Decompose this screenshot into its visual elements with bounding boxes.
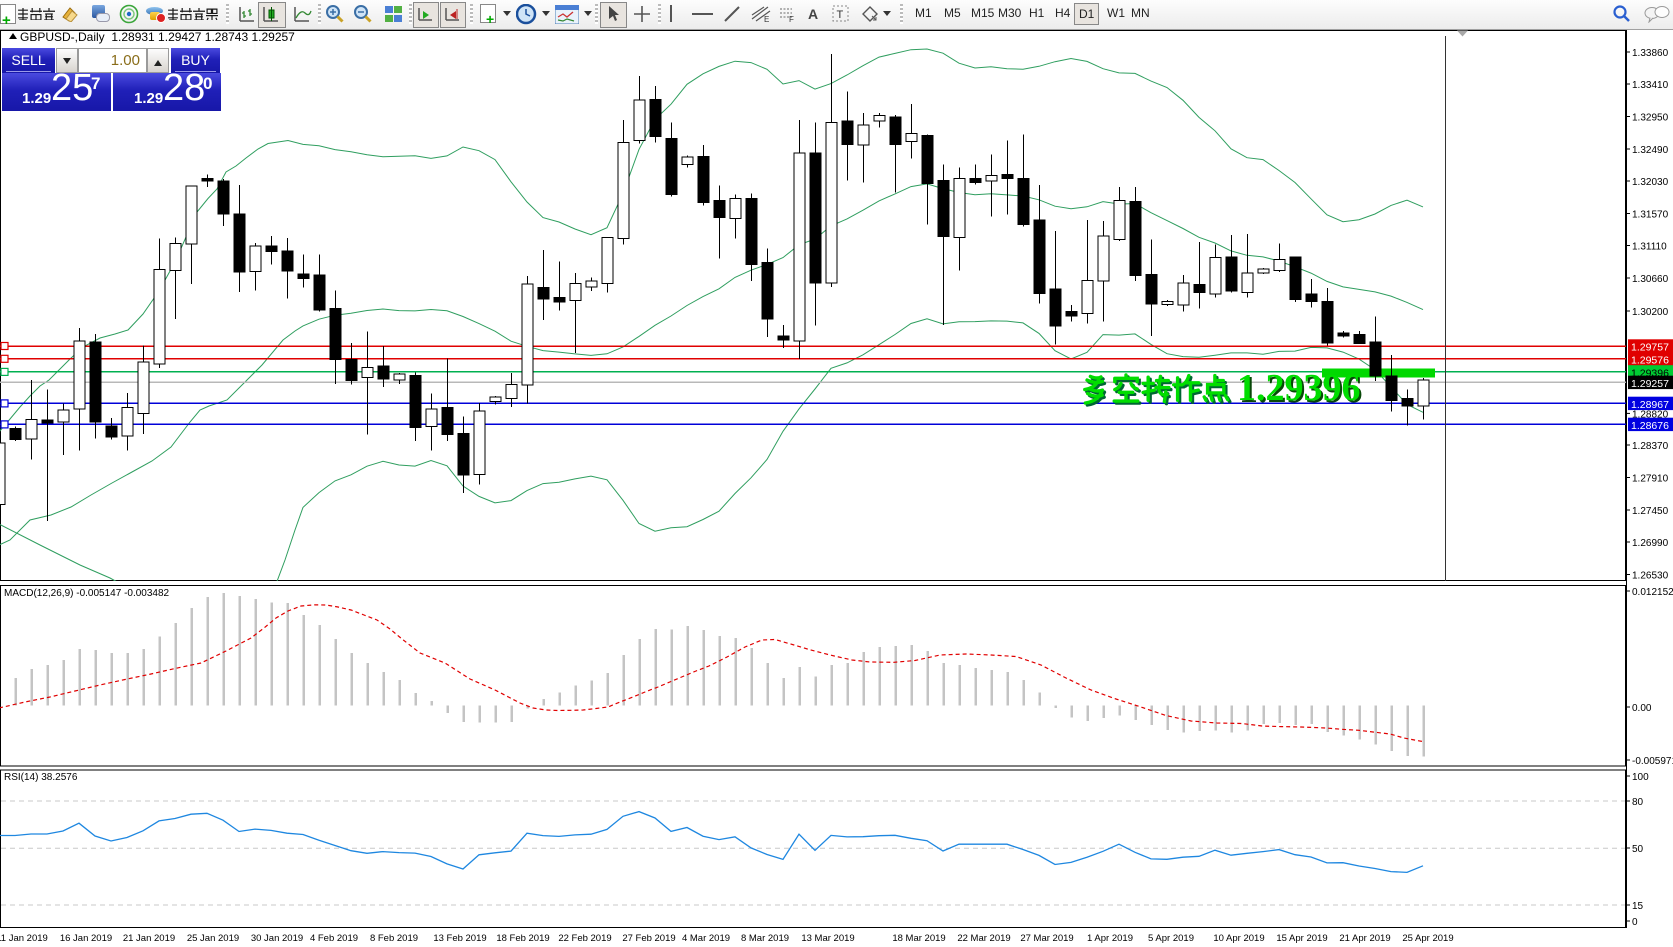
svg-text:1.28967: 1.28967 bbox=[1631, 399, 1669, 411]
svg-text:21 Apr 2019: 21 Apr 2019 bbox=[1339, 933, 1390, 944]
svg-text:27 Mar 2019: 27 Mar 2019 bbox=[1020, 933, 1073, 944]
svg-text:25 Jan 2019: 25 Jan 2019 bbox=[187, 933, 239, 944]
svg-text:0.00: 0.00 bbox=[1632, 703, 1652, 714]
svg-text:18 Mar 2019: 18 Mar 2019 bbox=[892, 933, 945, 944]
svg-text:18 Feb 2019: 18 Feb 2019 bbox=[496, 933, 549, 944]
svg-text:13 Mar 2019: 13 Mar 2019 bbox=[801, 933, 854, 944]
svg-text:1.33410: 1.33410 bbox=[1632, 80, 1669, 91]
svg-text:1.28676: 1.28676 bbox=[1631, 420, 1669, 432]
svg-text:1.31570: 1.31570 bbox=[1632, 210, 1669, 221]
svg-text:16 Jan 2019: 16 Jan 2019 bbox=[60, 933, 112, 944]
svg-text:1.29257: 1.29257 bbox=[1631, 378, 1669, 390]
svg-text:1.27450: 1.27450 bbox=[1632, 506, 1669, 517]
svg-text:GBPUSD-,Daily 1.28931 1.29427: GBPUSD-,Daily 1.28931 1.29427 1.28743 1.… bbox=[20, 30, 295, 44]
svg-text:-0.005971: -0.005971 bbox=[1632, 756, 1673, 767]
svg-text:1.33860: 1.33860 bbox=[1632, 48, 1669, 59]
svg-text:13 Feb 2019: 13 Feb 2019 bbox=[433, 933, 486, 944]
svg-text:RSI(14) 38.2576: RSI(14) 38.2576 bbox=[4, 772, 78, 783]
svg-text:10 Apr 2019: 10 Apr 2019 bbox=[1213, 933, 1264, 944]
svg-text:1.30660: 1.30660 bbox=[1632, 274, 1669, 285]
svg-text:50: 50 bbox=[1632, 844, 1644, 855]
svg-text:27 Feb 2019: 27 Feb 2019 bbox=[622, 933, 675, 944]
svg-text:E: E bbox=[764, 15, 769, 23]
svg-text:MACD(12,26,9) -0.005147 -0.003: MACD(12,26,9) -0.005147 -0.003482 bbox=[4, 588, 170, 599]
svg-text:80: 80 bbox=[1632, 797, 1644, 808]
svg-text:1.27910: 1.27910 bbox=[1632, 474, 1669, 485]
svg-text:1.29576: 1.29576 bbox=[1631, 354, 1669, 366]
svg-text:8 Mar 2019: 8 Mar 2019 bbox=[741, 933, 789, 944]
svg-text:22 Mar 2019: 22 Mar 2019 bbox=[957, 933, 1010, 944]
svg-text:25 Apr 2019: 25 Apr 2019 bbox=[1402, 933, 1453, 944]
svg-text:1.28820: 1.28820 bbox=[1632, 409, 1669, 420]
svg-text:1.32950: 1.32950 bbox=[1632, 113, 1669, 124]
svg-text:22 Feb 2019: 22 Feb 2019 bbox=[558, 933, 611, 944]
svg-text:4 Mar 2019: 4 Mar 2019 bbox=[682, 933, 730, 944]
svg-text:0: 0 bbox=[1632, 917, 1638, 928]
svg-text:1.26530: 1.26530 bbox=[1632, 571, 1669, 582]
svg-text:100: 100 bbox=[1632, 772, 1649, 783]
svg-text:F: F bbox=[789, 15, 794, 23]
svg-text:1.31110: 1.31110 bbox=[1632, 242, 1667, 253]
svg-text:T: T bbox=[837, 9, 844, 21]
svg-text:8 Feb 2019: 8 Feb 2019 bbox=[370, 933, 418, 944]
svg-text:1.32030: 1.32030 bbox=[1632, 177, 1669, 188]
svg-text:15 Apr 2019: 15 Apr 2019 bbox=[1276, 933, 1327, 944]
svg-text:30 Jan 2019: 30 Jan 2019 bbox=[251, 933, 303, 944]
svg-text:1.30200: 1.30200 bbox=[1632, 307, 1669, 318]
svg-text:11 Jan 2019: 11 Jan 2019 bbox=[0, 933, 48, 944]
svg-text:21 Jan 2019: 21 Jan 2019 bbox=[123, 933, 175, 944]
svg-text:1.26990: 1.26990 bbox=[1632, 538, 1669, 549]
svg-text:1.29396: 1.29396 bbox=[1239, 369, 1363, 411]
svg-text:0.012152: 0.012152 bbox=[1632, 587, 1673, 598]
svg-text:15: 15 bbox=[1632, 901, 1644, 912]
svg-text:1.29757: 1.29757 bbox=[1631, 342, 1669, 354]
svg-text:1.28370: 1.28370 bbox=[1632, 441, 1669, 452]
svg-text:4 Feb 2019: 4 Feb 2019 bbox=[310, 933, 358, 944]
svg-text:1 Apr 2019: 1 Apr 2019 bbox=[1087, 933, 1133, 944]
svg-text:1.32490: 1.32490 bbox=[1632, 145, 1669, 156]
svg-text:1.29396: 1.29396 bbox=[1237, 367, 1361, 409]
svg-text:5 Apr 2019: 5 Apr 2019 bbox=[1148, 933, 1194, 944]
